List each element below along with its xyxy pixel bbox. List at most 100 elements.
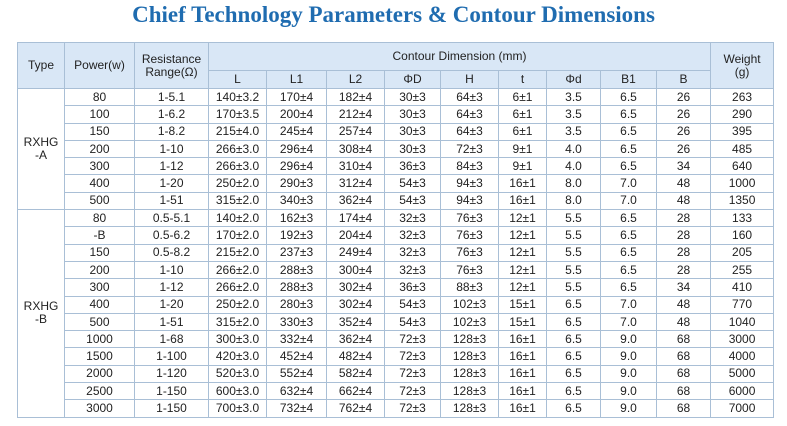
data-cell: 72±3 xyxy=(384,364,441,384)
data-cell: 340±3 xyxy=(266,191,327,211)
data-cell: 0.5-6.2 xyxy=(134,226,209,245)
data-cell: 150 xyxy=(64,243,135,262)
data-cell: 362±4 xyxy=(326,330,385,349)
data-cell: 28 xyxy=(655,209,712,228)
data-cell: 32±3 xyxy=(384,260,441,280)
data-cell: 54±3 xyxy=(384,191,441,211)
data-cell: 140±2.0 xyxy=(208,209,267,228)
data-cell: 452±4 xyxy=(266,347,327,366)
data-cell: 5.5 xyxy=(546,260,601,280)
data-cell: 732±4 xyxy=(266,399,327,418)
data-cell: 16±1 xyxy=(498,399,547,418)
data-cell: 330±3 xyxy=(266,312,327,332)
data-cell: 8.0 xyxy=(546,174,601,193)
data-cell: 64±3 xyxy=(440,122,499,141)
data-cell: 600±3.0 xyxy=(208,382,267,401)
table-row: 1000 1-68 300±3.0 332±4 362±4 72±3 128±3 16±1 6.… xyxy=(18,330,775,349)
cell-line: -A xyxy=(35,148,47,163)
data-cell: 6.5 xyxy=(546,399,601,418)
data-cell: 76±3 xyxy=(440,260,499,280)
cell-line: (g) xyxy=(734,64,750,79)
data-cell: 6.5 xyxy=(600,87,657,107)
data-cell: 263 xyxy=(710,87,775,107)
data-cell: 76±3 xyxy=(440,209,499,228)
data-cell: 160 xyxy=(710,226,775,245)
data-cell: 288±3 xyxy=(266,278,327,297)
data-cell: 6.5 xyxy=(546,382,601,401)
data-cell: 5.5 xyxy=(546,278,601,297)
data-cell: 6±1 xyxy=(498,105,547,124)
data-cell: 485 xyxy=(710,139,775,159)
data-cell: 9±1 xyxy=(498,157,547,176)
data-cell: 302±4 xyxy=(326,278,385,297)
type-cell: RXHG -B xyxy=(17,209,65,418)
data-cell: 1-6.2 xyxy=(134,105,209,124)
data-cell: 395 xyxy=(710,122,775,141)
data-cell: 12±1 xyxy=(498,226,547,245)
header-cell: Φd xyxy=(546,70,601,89)
table-row: 100 1-6.2 170±3.5 200±4 212±4 30±3 64±3 6±1 3.5 6… xyxy=(18,105,775,124)
data-cell: 1-8.2 xyxy=(134,122,209,141)
data-cell: 8.0 xyxy=(546,191,601,211)
data-cell: 192±3 xyxy=(266,226,327,245)
header-cell: Type xyxy=(17,42,65,89)
data-cell: 4.0 xyxy=(546,157,601,176)
header-cell: Weight (g) xyxy=(710,42,775,89)
data-cell: 6.5 xyxy=(600,243,657,262)
table-row: 2500 1-150 600±3.0 632±4 662±4 72±3 128±3 16±1 6… xyxy=(18,382,775,401)
data-cell: 315±2.0 xyxy=(208,312,267,332)
table-row: 2000 1-120 520±3.0 552±4 582±4 72±3 128±3 16±1 6… xyxy=(18,364,775,384)
table-row: RXHG -A 80 1-5.1 140±3.2 170±4 182±4 30±3 64±3 6±… xyxy=(17,87,775,211)
data-cell: 68 xyxy=(655,330,712,349)
data-cell: 6.5 xyxy=(546,312,601,332)
data-cell: 6.5 xyxy=(546,330,601,349)
table-row: 500 1-51 315±2.0 340±3 362±4 54±3 94±3 16±1 8.0 7… xyxy=(18,191,775,211)
data-cell: 6.5 xyxy=(600,209,657,228)
table-row: 150 1-8.2 215±4.0 245±4 257±4 30±3 64±3 6±1 3.5 6… xyxy=(18,122,775,141)
data-cell: 128±3 xyxy=(440,399,499,418)
table-row: 200 1-10 266±3.0 296±4 308±4 30±3 72±3 9±1 4.0 6.… xyxy=(18,139,775,159)
data-cell: 7.0 xyxy=(600,312,657,332)
data-cell: 9.0 xyxy=(600,330,657,349)
data-cell: 68 xyxy=(655,347,712,366)
data-cell: 640 xyxy=(710,157,775,176)
data-cell: 80 xyxy=(64,87,135,107)
data-cell: 300 xyxy=(64,157,135,176)
data-cell: 7.0 xyxy=(600,295,657,314)
data-cell: 32±3 xyxy=(384,226,441,245)
data-cell: 420±3.0 xyxy=(208,347,267,366)
data-cell: 84±3 xyxy=(440,157,499,176)
data-cell: 48 xyxy=(655,312,712,332)
data-cell: 174±4 xyxy=(326,209,385,228)
data-cell: 133 xyxy=(710,209,775,228)
data-cell: 332±4 xyxy=(266,330,327,349)
data-cell: 0.5-5.1 xyxy=(134,209,209,228)
data-cell: 16±1 xyxy=(498,382,547,401)
data-cell: 2500 xyxy=(64,382,135,401)
data-cell: 48 xyxy=(655,174,712,193)
data-cell: 400 xyxy=(64,295,135,314)
data-cell: 4000 xyxy=(710,347,775,366)
data-cell: 266±2.0 xyxy=(208,278,267,297)
data-cell: 36±3 xyxy=(384,278,441,297)
data-cell: 150 xyxy=(64,122,135,141)
data-cell: 30±3 xyxy=(384,139,441,159)
header-cell: L1 xyxy=(266,70,327,89)
data-cell: 1-20 xyxy=(134,174,209,193)
data-cell: 552±4 xyxy=(266,364,327,384)
data-cell: 7.0 xyxy=(600,174,657,193)
data-cell: 26 xyxy=(655,139,712,159)
header-cell: L2 xyxy=(326,70,385,89)
data-cell: 28 xyxy=(655,243,712,262)
data-cell: 1-51 xyxy=(134,191,209,211)
data-cell: 15±1 xyxy=(498,295,547,314)
data-cell: 6.5 xyxy=(600,226,657,245)
data-cell: 520±3.0 xyxy=(208,364,267,384)
data-cell: 280±3 xyxy=(266,295,327,314)
data-cell: 308±4 xyxy=(326,139,385,159)
data-cell: 1000 xyxy=(710,174,775,193)
data-cell: 290±3 xyxy=(266,174,327,193)
data-cell: 9.0 xyxy=(600,382,657,401)
